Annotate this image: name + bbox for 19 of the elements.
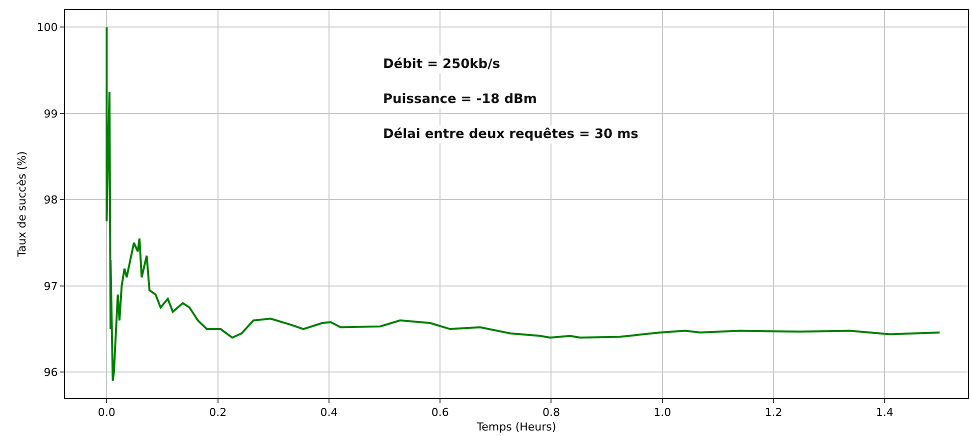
- y-axis-title: Taux de succès (%): [15, 151, 28, 258]
- x-tick-label: 0.2: [209, 406, 227, 420]
- y-tick-label: 99: [44, 107, 58, 120]
- x-tick-label: 1.2: [764, 406, 782, 420]
- x-tick-label: 1.0: [654, 406, 672, 420]
- line-series: [106, 26, 941, 382]
- y-tick-label: 96: [44, 366, 58, 379]
- y-tick-label: 100: [36, 21, 58, 34]
- annotation: Puissance = -18 dBm: [383, 92, 537, 107]
- y-tick-label: 97: [44, 280, 58, 293]
- x-tick-label: 0.8: [542, 406, 560, 420]
- x-tick-label: 0.4: [320, 406, 338, 420]
- annotation: Débit = 250kb/s: [383, 57, 500, 72]
- x-tick-label: 0.0: [98, 406, 116, 420]
- x-tick-label: 0.6: [431, 406, 449, 420]
- annotation: Délai entre deux requêtes = 30 ms: [383, 127, 639, 142]
- x-tick-label: 1.4: [876, 406, 894, 420]
- x-axis-title: Temps (Heurs): [476, 420, 556, 434]
- y-tick-label: 98: [44, 194, 58, 207]
